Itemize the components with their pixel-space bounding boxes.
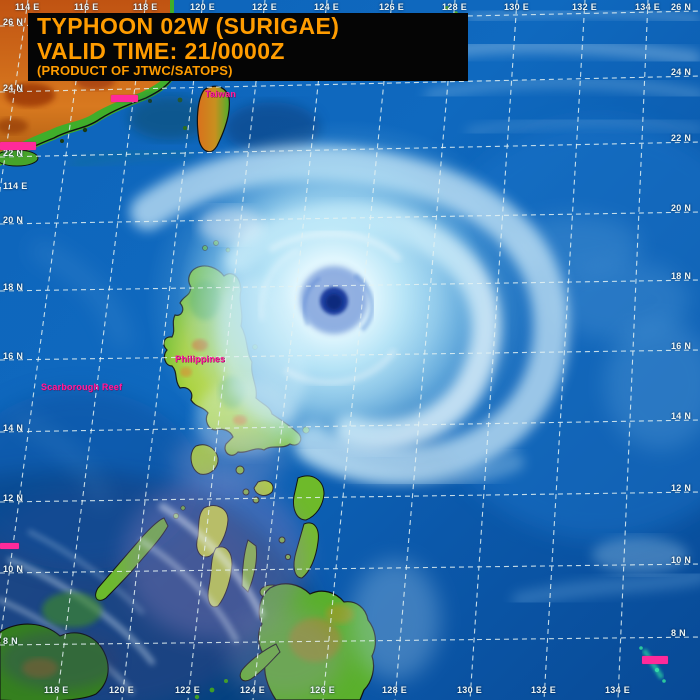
- grid-label: 120 E: [109, 685, 135, 695]
- storm-title: TYPHOON 02W (SURIGAE): [37, 13, 340, 39]
- taiwan-landmass: [183, 85, 231, 153]
- grid-label: 10 N: [671, 555, 692, 565]
- grid-label: 118 E: [44, 685, 69, 695]
- grid-label: 14 N: [3, 423, 24, 433]
- grid-label: 26 N: [671, 2, 692, 12]
- meridian-120e: [121, 0, 204, 700]
- grid-label: 16 N: [671, 341, 692, 351]
- grid-label: 124 E: [314, 2, 340, 12]
- grid-label: 18 N: [671, 271, 692, 281]
- grid-label: 12 N: [671, 483, 692, 493]
- grid-label: 26 N: [3, 17, 24, 27]
- grid-label: 12 N: [3, 493, 24, 503]
- product-credit: (PRODUCT OF JTWC/SATOPS): [37, 63, 233, 78]
- grid-label: 128 E: [382, 685, 408, 695]
- grid-label: 20 N: [671, 203, 692, 213]
- grid-label: 126 E: [310, 685, 336, 695]
- grid-label: 118 E: [133, 2, 158, 12]
- cirrus-haze: [123, 432, 440, 700]
- grid-label: 122 E: [252, 2, 278, 12]
- grid-label: 8 N: [671, 628, 686, 638]
- palau-islands: [639, 646, 666, 683]
- cloud-streaks: [0, 7, 700, 695]
- philippines-label: Philippines: [175, 354, 226, 364]
- grid-label: 116 E: [74, 2, 99, 12]
- scarborough-reef-label: Scarborough Reef: [41, 382, 123, 392]
- grid-label: 24 N: [671, 67, 692, 77]
- grid-label: 134 E: [605, 685, 631, 695]
- grid-label: 22 N: [3, 148, 24, 158]
- grid-label: 114 E: [3, 181, 28, 191]
- grid-label: 20 N: [3, 215, 24, 225]
- strait-water: [68, 96, 320, 170]
- grid-label: 130 E: [504, 2, 530, 12]
- taiwan-label: Taiwan: [205, 89, 237, 99]
- grid-label: 124 E: [240, 685, 266, 695]
- grid-label: 14 N: [671, 411, 692, 421]
- china-coast-city-label: [111, 95, 138, 102]
- grid-label: 130 E: [457, 685, 483, 695]
- grid-label: 8 N: [3, 636, 18, 646]
- meridian-118e: [56, 0, 147, 700]
- grid-label: 10 N: [3, 564, 24, 574]
- grid-label: 120 E: [190, 2, 216, 12]
- grid-label: 134 E: [635, 2, 661, 12]
- meridian-126e: [322, 0, 393, 700]
- typhoon-surigae: [130, 120, 569, 490]
- grid-label: 114 E: [15, 2, 40, 12]
- grid-label: 22 N: [671, 133, 692, 143]
- grid-label: 18 N: [3, 282, 24, 292]
- palau-label: [642, 656, 668, 664]
- meridian-114e: [0, 0, 29, 195]
- coast-city-label-left: [0, 142, 36, 150]
- reef-label-left-edge: [0, 543, 19, 549]
- valid-time: VALID TIME: 21/0000Z: [37, 38, 285, 64]
- grid-label: 128 E: [442, 2, 468, 12]
- meridian-128e: [394, 0, 456, 700]
- grid-label: 16 N: [3, 351, 24, 361]
- meridian-122e: [187, 0, 266, 700]
- grid-label: 132 E: [531, 685, 557, 695]
- annotation-box: TYPHOON 02W (SURIGAE) VALID TIME: 21/000…: [28, 13, 468, 81]
- meridian-116e: [0, 0, 88, 646]
- grid-label: 126 E: [379, 2, 405, 12]
- grid-label: 122 E: [175, 685, 201, 695]
- grid-label: 24 N: [3, 83, 24, 93]
- grid-label: 132 E: [572, 2, 598, 12]
- meridian-124e: [252, 0, 328, 700]
